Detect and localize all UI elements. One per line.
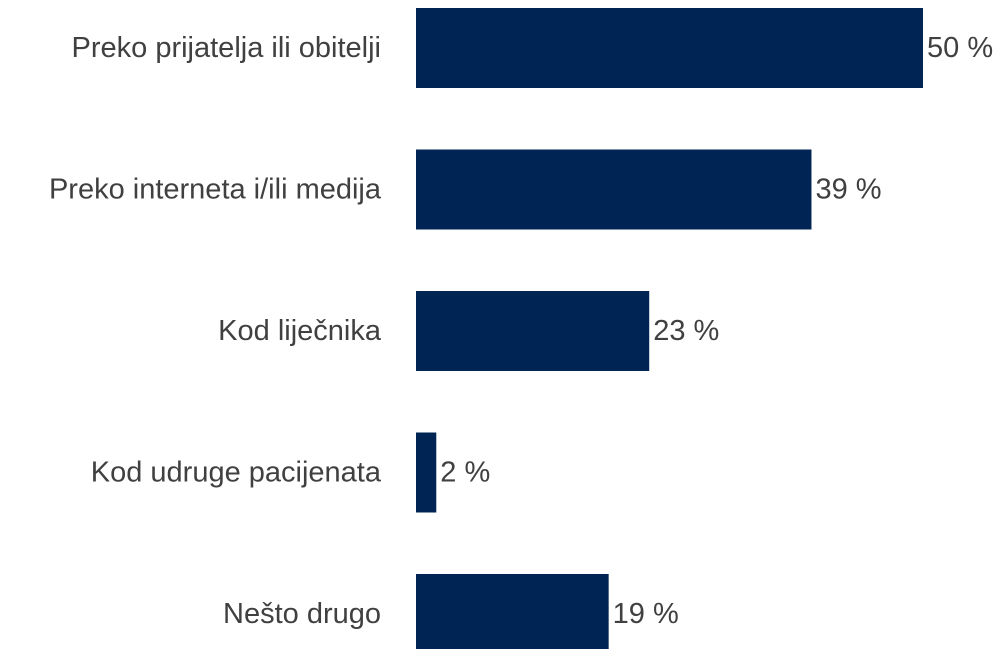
value-label-2: 23 % [653, 315, 719, 347]
category-labels: Preko prijatelja ili obitelji Preko inter… [49, 32, 382, 630]
bar-1 [416, 149, 812, 230]
value-label-1: 39 % [815, 174, 881, 206]
bar-3 [416, 432, 437, 513]
bar-0 [416, 8, 923, 88]
category-label-1: Preko interneta i/ili medija [49, 174, 382, 206]
value-label-4: 19 % [613, 598, 679, 630]
value-label-0: 50 % [927, 32, 993, 64]
bars-group [416, 8, 923, 649]
category-label-4: Nešto drugo [223, 598, 381, 630]
category-label-0: Preko prijatelja ili obitelji [72, 32, 381, 64]
value-labels: 50 % 39 % 23 % 2 % 19 % [440, 32, 993, 630]
bar-4 [416, 574, 609, 649]
category-label-2: Kod liječnika [218, 315, 382, 347]
bar-2 [416, 291, 650, 371]
category-label-3: Kod udruge pacijenata [91, 457, 382, 489]
value-label-3: 2 % [440, 457, 490, 489]
